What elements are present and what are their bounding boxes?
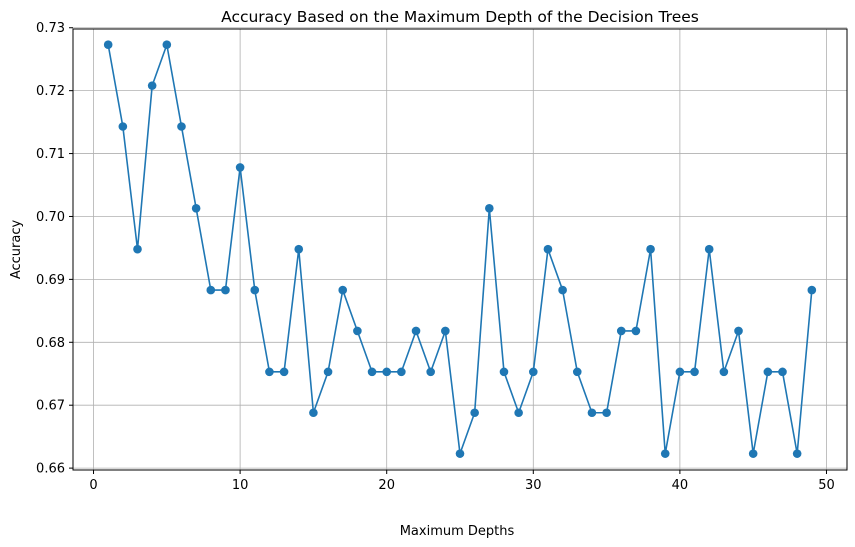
data-point: [382, 367, 392, 377]
data-point: [572, 367, 582, 377]
data-point: [690, 367, 699, 377]
data-point: [411, 326, 421, 336]
series-layer: [103, 40, 817, 458]
x-tick-label: 10: [232, 478, 249, 493]
data-point: [323, 367, 333, 377]
data-point: [133, 244, 142, 254]
y-tick-label: 0.71: [36, 147, 65, 162]
data-point: [162, 40, 172, 50]
data-point: [660, 449, 670, 458]
data-point: [792, 449, 802, 458]
x-axis-label: Maximum Depths: [400, 524, 515, 539]
y-tick-label: 0.67: [36, 399, 65, 414]
data-point: [309, 408, 318, 418]
x-tick-label: 50: [818, 478, 835, 493]
data-point: [177, 122, 186, 131]
data-point: [704, 244, 714, 254]
data-point: [294, 244, 304, 254]
x-axis-ticks: 0 10 20 30 40 50: [89, 470, 835, 493]
data-point: [748, 449, 758, 458]
y-tick-label: 0.72: [36, 84, 65, 99]
data-point: [103, 40, 113, 50]
data-point: [265, 367, 274, 377]
y-tick-label: 0.68: [36, 336, 65, 351]
data-point: [367, 367, 377, 377]
data-point: [675, 367, 685, 377]
data-point: [118, 122, 128, 131]
data-point: [353, 326, 362, 336]
data-point: [543, 244, 553, 254]
data-point: [485, 203, 494, 213]
data-point: [763, 367, 773, 377]
y-axis-label: Accuracy: [9, 220, 24, 280]
data-point: [558, 285, 567, 295]
x-tick-label: 40: [672, 478, 689, 493]
data-point: [426, 367, 435, 377]
y-tick-label: 0.66: [36, 462, 65, 477]
data-point: [191, 203, 201, 213]
y-tick-label: 0.70: [36, 210, 65, 225]
y-tick-label: 0.69: [36, 273, 65, 288]
data-point: [147, 81, 157, 90]
data-point: [397, 367, 406, 377]
data-point: [719, 367, 729, 377]
data-point: [235, 163, 245, 172]
data-point: [616, 326, 626, 336]
data-point: [279, 367, 289, 377]
data-point: [807, 285, 817, 295]
data-point: [514, 408, 523, 418]
plot-area-frame: [72, 28, 848, 471]
data-point: [528, 367, 538, 377]
x-tick-label: 0: [89, 478, 97, 493]
data-point: [602, 408, 611, 418]
data-point: [499, 367, 509, 377]
x-tick-label: 30: [525, 478, 542, 493]
data-point: [587, 408, 597, 418]
data-point: [734, 326, 743, 336]
data-point: [470, 408, 479, 418]
data-point: [455, 449, 465, 458]
data-point: [646, 244, 655, 254]
chart-title: Accuracy Based on the Maximum Depth of t…: [221, 8, 699, 26]
data-point: [221, 285, 230, 295]
data-point: [441, 326, 450, 336]
data-point: [338, 285, 348, 295]
y-tick-label: 0.73: [36, 21, 65, 36]
data-point: [778, 367, 787, 377]
data-point: [250, 285, 260, 295]
grid-lines: [73, 27, 847, 470]
y-axis-ticks: 0.66 0.67 0.68 0.69 0.70 0.71 0.72 0.73: [36, 21, 73, 477]
data-point: [631, 326, 641, 336]
x-tick-label: 20: [378, 478, 395, 493]
data-point: [206, 285, 216, 295]
